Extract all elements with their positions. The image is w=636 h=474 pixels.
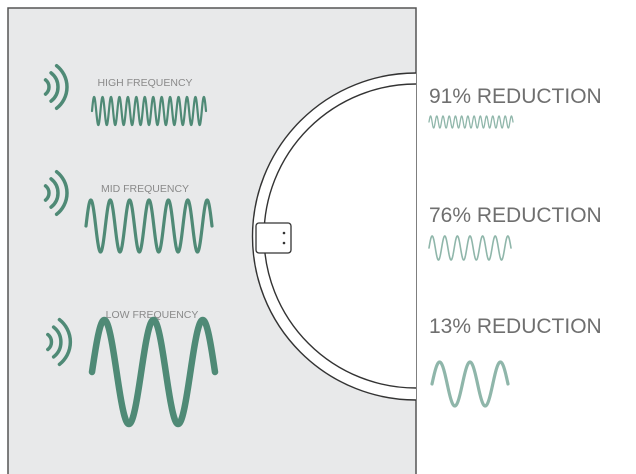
sound-arc <box>43 78 51 96</box>
mid-frequency-reduction: 76% REDUCTION <box>429 204 602 227</box>
high-frequency-reduction: 91% REDUCTION <box>429 85 602 108</box>
mid-frequency-wave <box>84 198 214 254</box>
high-frequency-wave <box>90 95 208 127</box>
hinge-screw <box>282 231 286 235</box>
hinge-screw <box>282 241 286 245</box>
sound-waves-icon <box>43 63 69 111</box>
sound-arc <box>54 63 69 111</box>
low-frequency-wave <box>88 316 219 428</box>
ear-cup-hinge <box>255 222 292 254</box>
sound-arc <box>49 71 60 103</box>
ear-cup <box>251 72 417 401</box>
high-frequency-label: HIGH FREQUENCY <box>97 77 192 89</box>
sound-arc <box>51 325 63 359</box>
high-frequency-residual-wave <box>428 115 514 129</box>
sound-icons <box>43 63 73 367</box>
mid-frequency-label: MID FREQUENCY <box>101 183 189 195</box>
sound-arc <box>46 332 54 352</box>
low-frequency-reduction: 13% REDUCTION <box>429 315 602 338</box>
low-frequency-residual-wave <box>430 360 510 408</box>
sound-waves-icon <box>46 317 73 367</box>
low-frequency-label: LOW FREQUENCY <box>106 309 199 321</box>
sound-arc <box>54 169 69 217</box>
sound-arc <box>57 317 73 367</box>
sound-arc <box>43 184 51 202</box>
sound-waves-icon <box>43 169 69 217</box>
mid-frequency-residual-wave <box>428 235 512 261</box>
sound-arc <box>49 177 60 209</box>
